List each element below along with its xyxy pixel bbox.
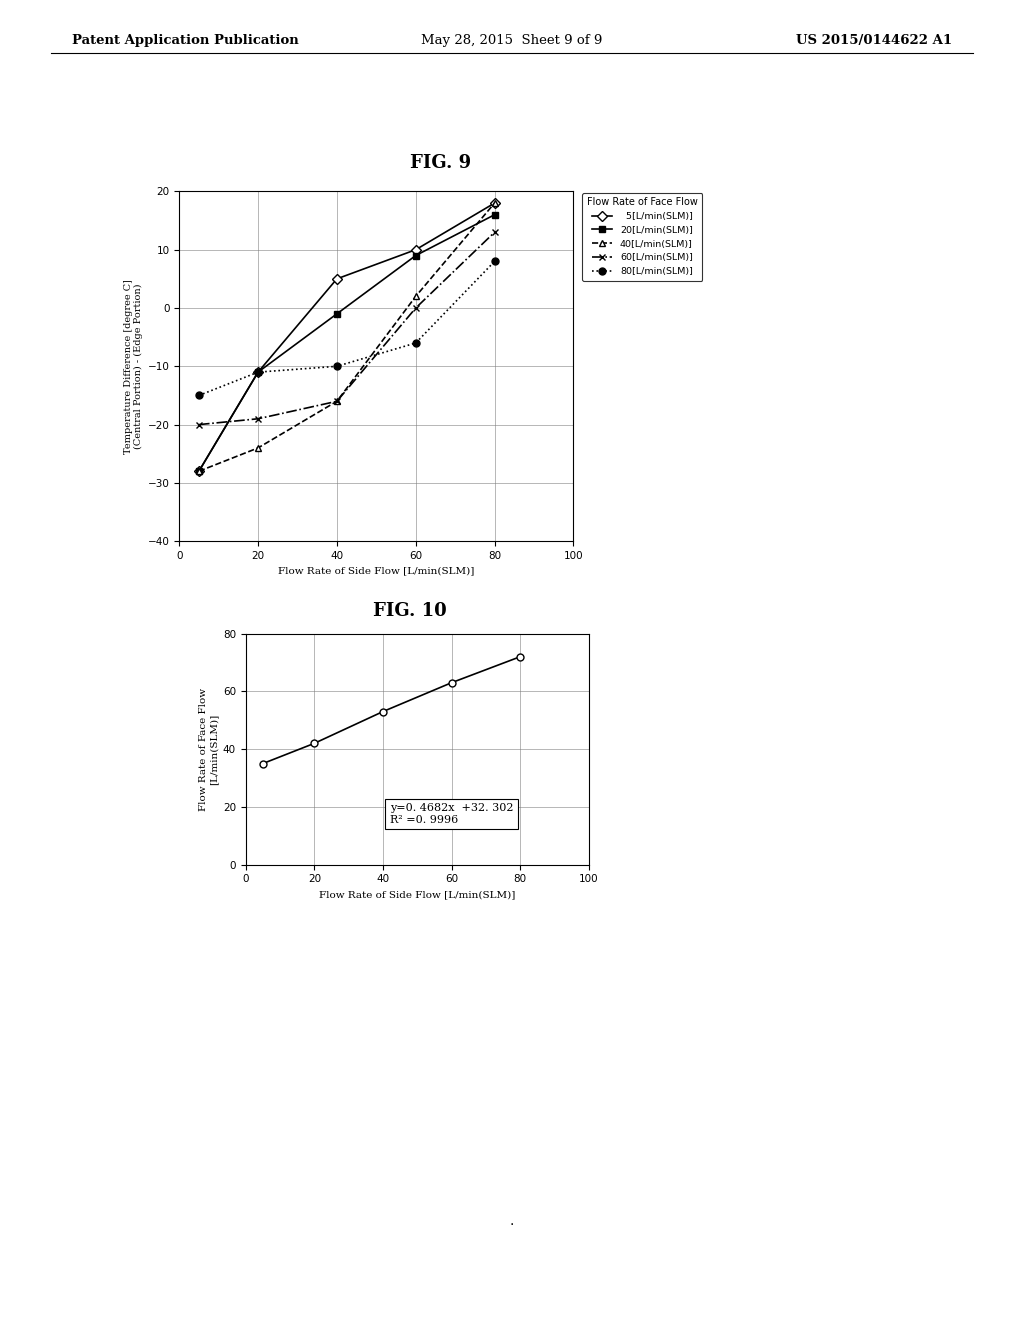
- Legend:   5[L/min(SLM)], 20[L/min(SLM)], 40[L/min(SLM)], 60[L/min(SLM)], 80[L/min(SLM)]: 5[L/min(SLM)], 20[L/min(SLM)], 40[L/min(…: [582, 193, 702, 281]
- Text: FIG. 9: FIG. 9: [410, 153, 471, 172]
- Y-axis label: Temperature Difference [degree C]
(Central Portion) - (Edge Portion): Temperature Difference [degree C] (Centr…: [124, 279, 143, 454]
- X-axis label: Flow Rate of Side Flow [L/min(SLM)]: Flow Rate of Side Flow [L/min(SLM)]: [279, 566, 474, 576]
- Y-axis label: Flow Rate of Face Flow
[L/min(SLM)]: Flow Rate of Face Flow [L/min(SLM)]: [200, 688, 219, 810]
- Text: FIG. 10: FIG. 10: [373, 602, 446, 620]
- Text: .: .: [510, 1214, 514, 1228]
- X-axis label: Flow Rate of Side Flow [L/min(SLM)]: Flow Rate of Side Flow [L/min(SLM)]: [319, 890, 515, 899]
- Text: May 28, 2015  Sheet 9 of 9: May 28, 2015 Sheet 9 of 9: [421, 34, 603, 48]
- Text: US 2015/0144622 A1: US 2015/0144622 A1: [797, 34, 952, 48]
- Text: y=0. 4682x  +32. 302
R² =0. 9996: y=0. 4682x +32. 302 R² =0. 9996: [390, 803, 513, 825]
- Text: Patent Application Publication: Patent Application Publication: [72, 34, 298, 48]
